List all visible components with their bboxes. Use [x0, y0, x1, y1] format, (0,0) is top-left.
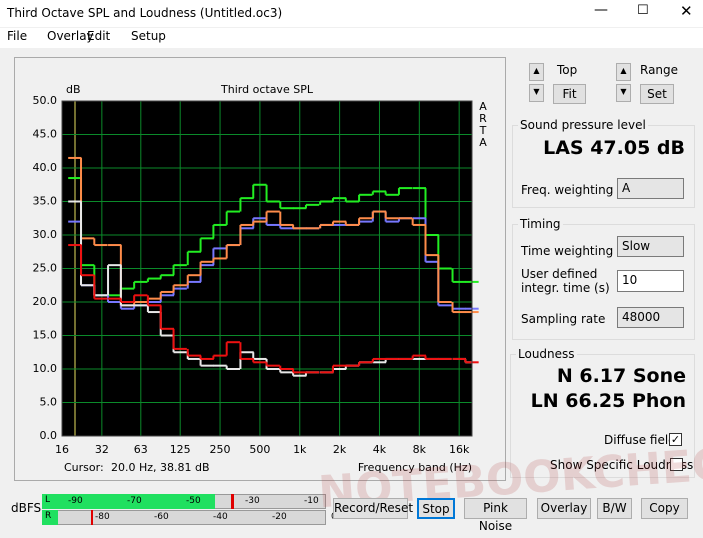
- menu-bar: [0, 28, 703, 48]
- button[interactable]: Pink Noise: [464, 498, 527, 533]
- y-tick-label: 30.0: [33, 228, 58, 241]
- set-button[interactable]: Set: [640, 84, 674, 104]
- x-tick-label: 16: [55, 443, 69, 456]
- specific-checkbox[interactable]: [670, 458, 683, 471]
- x-tick-label: 16k: [449, 443, 470, 456]
- x-tick-label: 250: [210, 443, 231, 456]
- meter-scale: -20: [272, 512, 287, 522]
- meter-scale: -40: [213, 512, 228, 522]
- y-tick-label: 15.0: [33, 329, 58, 342]
- button[interactable]: Stop: [417, 498, 455, 519]
- loudness-group: [510, 354, 695, 478]
- window-title: Third Octave SPL and Loudness (Untitled.…: [7, 6, 283, 20]
- x-tick-label: 2k: [333, 443, 347, 456]
- menu-item[interactable]: Setup: [131, 29, 166, 43]
- meter-right-label: R: [45, 511, 52, 521]
- chart-title: Third octave SPL: [220, 83, 314, 96]
- brand-letter: R: [479, 112, 487, 125]
- meter-scale: -10: [304, 496, 319, 506]
- timing-label: Timing: [518, 217, 563, 231]
- x-tick-label: 32: [95, 443, 109, 456]
- specific-label: Show Specific Loudness: [550, 458, 694, 472]
- x-axis-label: Frequency band (Hz): [358, 461, 472, 474]
- freq-weighting-combo[interactable]: A: [617, 178, 684, 199]
- meter-scale: -50: [186, 496, 201, 506]
- brand-letter: A: [479, 136, 487, 149]
- close[interactable]: ✕: [680, 2, 693, 20]
- y-tick-label: 25.0: [33, 262, 58, 275]
- cursor-label: Cursor:: [64, 461, 104, 474]
- meter-scale: -90: [68, 496, 83, 506]
- y-tick-label: 45.0: [33, 128, 58, 141]
- integr-time-label: User defined integr. time (s): [521, 267, 610, 295]
- time-weighting-label: Time weighting: [521, 244, 614, 258]
- button[interactable]: Record/Reset: [333, 498, 413, 519]
- meter-right-level: [42, 510, 58, 525]
- top-label: Top: [557, 63, 578, 77]
- meter-scale: -30: [245, 496, 260, 506]
- button[interactable]: Copy: [641, 498, 688, 519]
- loudness-label: Loudness: [516, 347, 577, 361]
- x-tick-label: 4k: [373, 443, 387, 456]
- integr-time-input[interactable]: 10: [617, 270, 684, 292]
- spin-down[interactable]: ▼: [616, 84, 631, 102]
- y-tick-label: 0.0: [40, 429, 58, 442]
- diffuse-checkbox[interactable]: ✓: [669, 433, 682, 446]
- button[interactable]: Overlay: [537, 498, 591, 519]
- x-tick-label: 125: [170, 443, 191, 456]
- meter-scale: -60: [154, 512, 169, 522]
- loudness-n: N 6.17 Sone: [556, 365, 686, 387]
- x-tick-label: 1k: [293, 443, 307, 456]
- menu-item[interactable]: File: [7, 29, 28, 43]
- meter-left-peak: [231, 494, 234, 509]
- y-tick-label: 5.0: [40, 396, 58, 409]
- menu-item[interactable]: Overlay: [47, 29, 94, 43]
- menu-item[interactable]: Edit: [87, 29, 111, 43]
- minimize[interactable]: —: [594, 2, 608, 18]
- y-tick-label: 20.0: [33, 295, 58, 308]
- sampling-rate-combo[interactable]: 48000: [617, 307, 684, 328]
- spl-value: LAS 47.05 dB: [543, 137, 685, 159]
- y-tick-label: 35.0: [33, 195, 58, 208]
- time-weighting-combo[interactable]: Slow: [617, 236, 684, 257]
- maximize[interactable]: ☐: [637, 3, 649, 18]
- y-axis-label: dB: [66, 83, 81, 96]
- spin-up[interactable]: ▲: [529, 63, 544, 81]
- spin-down[interactable]: ▼: [529, 84, 544, 102]
- spin-up[interactable]: ▲: [616, 63, 631, 81]
- meter-unit: dBFS: [11, 501, 42, 515]
- loudness-ln: LN 66.25 Phon: [530, 390, 686, 412]
- meter-scale: -80: [95, 512, 110, 522]
- sampling-rate-label: Sampling rate: [521, 312, 606, 326]
- plot-frame: [61, 100, 473, 437]
- meter-scale: -70: [127, 496, 142, 506]
- range-label: Range: [640, 63, 679, 77]
- meter-left-level: [42, 494, 215, 509]
- brand-letter: A: [479, 100, 487, 113]
- diffuse-label: Diffuse field: [604, 433, 676, 447]
- spl-label: Sound pressure level: [518, 118, 648, 132]
- brand-letter: T: [479, 124, 487, 137]
- button[interactable]: B/W: [597, 498, 632, 519]
- y-tick-label: 40.0: [33, 161, 58, 174]
- x-tick-label: 500: [249, 443, 270, 456]
- meter-right-peak: [91, 510, 93, 525]
- y-tick-label: 50.0: [33, 94, 58, 107]
- y-tick-label: 10.0: [33, 362, 58, 375]
- meter-left-label: L: [45, 495, 51, 505]
- timing-group: [512, 224, 695, 340]
- fit-button[interactable]: Fit: [553, 84, 586, 104]
- x-tick-label: 63: [134, 443, 148, 456]
- x-tick-label: 8k: [413, 443, 427, 456]
- title-bar: [0, 0, 703, 27]
- cursor-value: 20.0 Hz, 38.81 dB: [111, 461, 210, 474]
- freq-weighting-label: Freq. weighting: [521, 183, 614, 197]
